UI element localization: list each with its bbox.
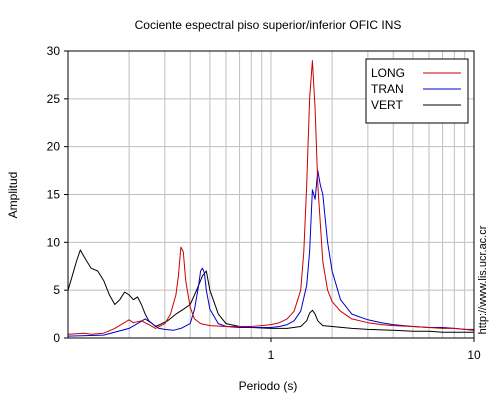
y-tick-label: 20 <box>47 140 61 154</box>
series-lines <box>67 60 475 337</box>
y-tick-label: 5 <box>53 283 60 297</box>
series-line-long <box>67 60 474 335</box>
chart-title: Cociente espectral piso superior/inferio… <box>135 18 402 32</box>
grid-lines <box>68 51 474 338</box>
legend-box <box>365 58 469 124</box>
y-tick-label: 15 <box>47 188 61 202</box>
x-tick-label: 10 <box>467 348 481 362</box>
legend-label-tran: TRAN <box>371 82 404 96</box>
y-tick-label: 10 <box>47 235 61 249</box>
series-line-vert <box>67 249 474 333</box>
axis-ticks: 0 5 10 15 20 25 30 1 10 <box>47 44 481 362</box>
x-axis-label: Periodo (s) <box>239 379 298 393</box>
y-tick-label: 0 <box>53 331 60 345</box>
legend: LONG TRAN VERT <box>365 58 469 124</box>
legend-label-long: LONG <box>371 66 405 80</box>
y-tick-label: 25 <box>47 92 61 106</box>
side-url-text: http://www.lis.ucr.ac.cr <box>477 225 489 334</box>
legend-label-vert: VERT <box>371 98 403 112</box>
y-tick-label: 30 <box>47 44 61 58</box>
series-line-tran <box>67 170 475 337</box>
x-tick-label: 1 <box>268 348 275 362</box>
y-axis-label: Amplitud <box>6 172 20 219</box>
